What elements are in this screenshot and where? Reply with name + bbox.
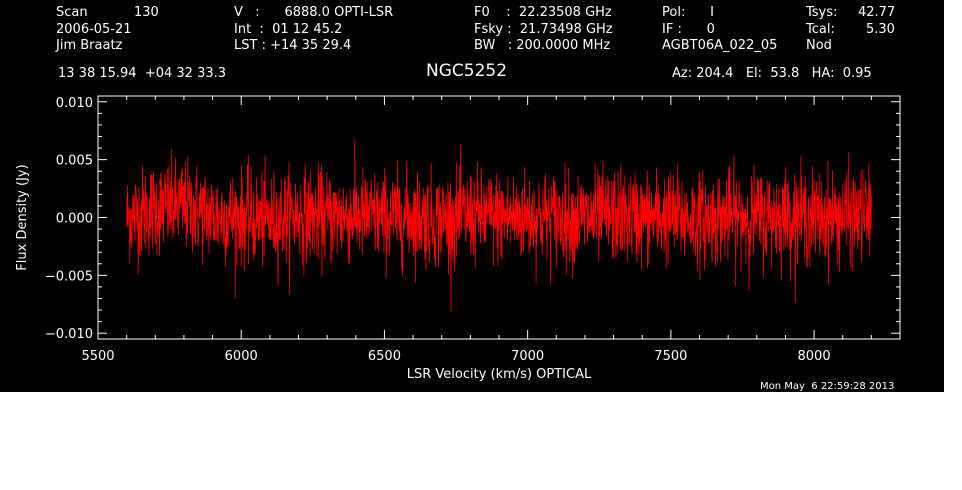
y-axis-label: Flux Density (Jy)	[15, 164, 30, 270]
x-tick-label: 5500	[81, 349, 114, 364]
spectrum-chart: 5500 6000 6500 7000 7500 8000 −0.010 −0.005 0.00…	[15, 95, 901, 382]
x-tick-label: 7500	[654, 349, 687, 364]
x-tick-label: 7000	[511, 349, 544, 364]
if-line: IF : 0	[662, 22, 715, 37]
integration-line: Int : 01 12 45.2	[234, 22, 343, 37]
series-group	[126, 139, 872, 312]
bandwidth-line: BW : 200.0000 MHz	[474, 38, 611, 53]
x-axis-label: LSR Velocity (km/s) OPTICAL	[407, 367, 592, 382]
y-tick-label: −0.010	[45, 327, 93, 342]
f0-line: F0 : 22.23508 GHz	[474, 5, 612, 20]
chart-title: NGC5252	[426, 61, 508, 81]
tsys-value: 42.77	[858, 5, 896, 20]
source-coordinates: 13 38 15.94 +04 32 33.3	[58, 66, 227, 81]
obs-date: 2006-05-21	[56, 22, 132, 37]
obs-mode: Nod	[806, 38, 832, 53]
plot-panel: Scan 130 2006-05-21 Jim Braatz V : 6888.…	[0, 0, 944, 392]
y-tick-label: 0.000	[56, 212, 93, 227]
scan-value: 130	[134, 5, 159, 20]
y-tick-label: 0.005	[56, 154, 93, 169]
polarization-line: Pol: I	[662, 5, 714, 20]
tcal-value: 5.30	[866, 22, 895, 37]
scan-label: Scan	[56, 5, 88, 20]
y-tick-label: 0.010	[56, 96, 93, 111]
y-tick-label: −0.005	[45, 269, 93, 284]
lst-line: LST : +14 35 29.4	[234, 38, 352, 53]
velocity-line: V : 6888.0 OPTI-LSR	[234, 5, 394, 20]
az-el-ha: Az: 204.4 El: 53.8 HA: 0.95	[672, 66, 872, 81]
observer-name: Jim Braatz	[56, 38, 123, 53]
project-id: AGBT06A_022_05	[662, 38, 778, 53]
x-tick-label: 8000	[798, 349, 831, 364]
footer-timestamp: Mon May 6 22:59:28 2013	[760, 381, 895, 392]
axes-group: 5500 6000 6500 7000 7500 8000 −0.010 −0.005 0.00…	[15, 95, 901, 382]
fsky-line: Fsky : 21.73498 GHz	[474, 22, 613, 37]
tcal-label: Tcal:	[806, 22, 835, 37]
spectrum-line	[126, 139, 872, 312]
tsys-label: Tsys:	[806, 5, 838, 20]
x-tick-label: 6000	[225, 349, 258, 364]
x-tick-label: 6500	[368, 349, 401, 364]
